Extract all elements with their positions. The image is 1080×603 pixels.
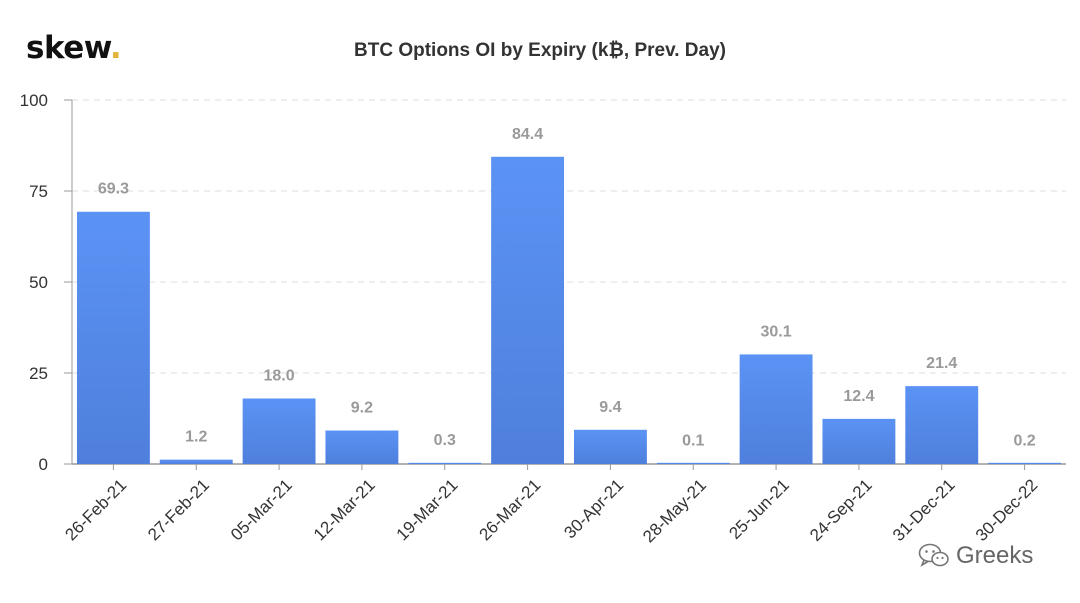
- data-label: 1.2: [185, 429, 207, 446]
- chart-title-text: BTC Options OI by Expiry (k₿, Prev. Day): [354, 40, 726, 61]
- bar: [739, 354, 813, 464]
- wechat-icon: [918, 543, 949, 567]
- brand-name: skew: [26, 30, 110, 66]
- data-label: 0.2: [1013, 432, 1035, 449]
- bar: [656, 462, 730, 464]
- y-tick-label: 75: [29, 182, 48, 201]
- x-tick-label: 26-Mar-21: [476, 475, 545, 544]
- x-tick-label: 27-Feb-21: [144, 475, 213, 544]
- y-tick-label: 50: [29, 273, 48, 292]
- x-tick-label: 05-Mar-21: [227, 475, 296, 544]
- data-label: 0.3: [434, 432, 456, 449]
- x-tick-label: 24-Sep-21: [806, 475, 876, 545]
- chart-title: BTC Options OI by Expiry (k₿, Prev. Day): [0, 40, 1080, 62]
- data-label: 30.1: [761, 323, 792, 340]
- y-tick-labels: 0 25 50 75 100: [20, 91, 48, 474]
- x-tick-label: 25-Jun-21: [725, 475, 793, 543]
- x-tick-label: 30-Dec-22: [972, 475, 1042, 545]
- data-label: 69.3: [98, 181, 129, 198]
- bars: [76, 156, 1062, 464]
- data-label: 21.4: [926, 355, 957, 372]
- x-tick-label: 30-Apr-21: [560, 475, 627, 542]
- skew-logo: skew.: [26, 30, 122, 66]
- bar: [905, 386, 979, 464]
- y-tick-label: 0: [39, 455, 48, 474]
- data-label: 9.4: [599, 399, 621, 416]
- y-tick-label: 25: [29, 364, 48, 383]
- data-label: 84.4: [512, 126, 543, 143]
- bar: [242, 398, 316, 464]
- bar: [325, 430, 399, 464]
- axes: [64, 99, 1066, 470]
- bar: [491, 156, 565, 464]
- data-label: 0.1: [682, 433, 704, 450]
- x-tick-label: 26-Feb-21: [61, 475, 130, 544]
- bar: [822, 418, 896, 464]
- bar: [408, 462, 482, 464]
- y-tick-label: 100: [20, 91, 48, 110]
- x-tick-label: 31-Dec-21: [889, 475, 959, 545]
- data-label: 12.4: [843, 388, 874, 405]
- brand-dot: .: [109, 30, 122, 66]
- data-labels: 69.3 1.2 18.0 9.2 0.3 84.4 9.4 0.1 30.1 12.4 21.4 0…: [98, 126, 1036, 450]
- data-label: 18.0: [264, 367, 295, 384]
- bar: [159, 459, 233, 464]
- x-tick-labels: 26-Feb-21 27-Feb-21 05-Mar-21 12-Mar-21 19-M…: [61, 475, 1041, 546]
- bar: [988, 462, 1062, 464]
- x-tick-label: 12-Mar-21: [310, 475, 379, 544]
- bar: [76, 211, 150, 464]
- watermark: Greeks: [918, 542, 1033, 570]
- gridlines: [72, 99, 1066, 374]
- data-label: 9.2: [351, 400, 373, 417]
- x-tick-label: 28-May-21: [639, 475, 710, 546]
- watermark-text: Greeks: [956, 542, 1034, 569]
- x-tick-label: 19-Mar-21: [393, 475, 462, 544]
- bar: [573, 429, 647, 464]
